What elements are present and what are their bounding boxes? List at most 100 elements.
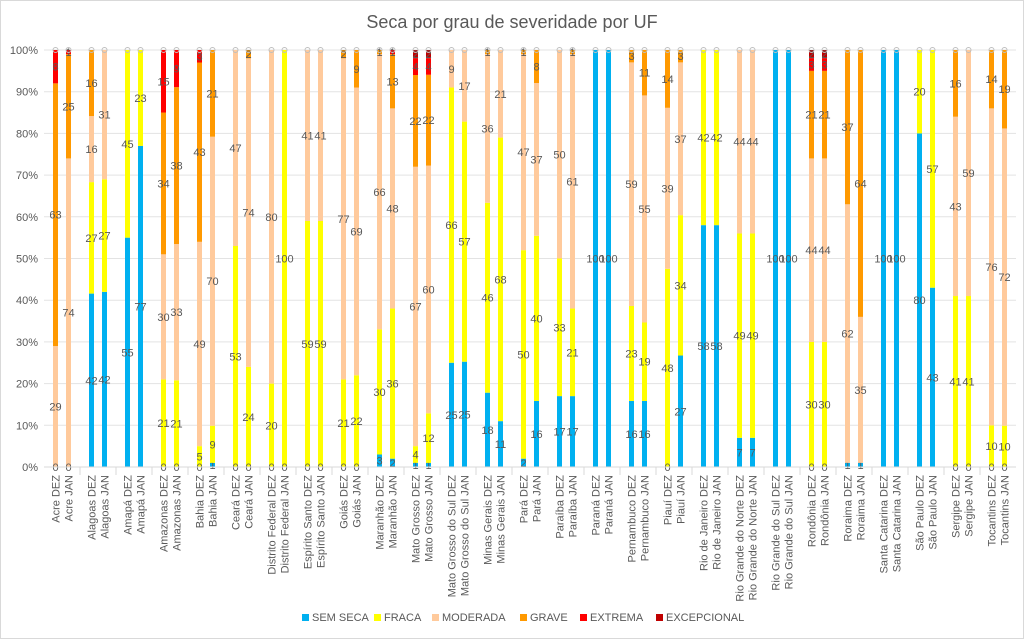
bar-segment xyxy=(786,50,791,467)
x-tick-label: Espírito Santo JAN xyxy=(316,475,328,568)
legend-swatch xyxy=(656,614,663,621)
legend-swatch xyxy=(432,614,439,621)
data-label: 49 xyxy=(733,331,745,343)
data-label: 0 xyxy=(245,462,251,474)
bar-segment xyxy=(629,305,634,401)
data-label: 44 xyxy=(818,245,830,257)
data-label: 21 xyxy=(170,419,182,431)
bar-segment xyxy=(642,322,647,401)
bar-segment xyxy=(845,204,850,463)
data-label: 66 xyxy=(373,187,385,199)
legend-label: GRAVE xyxy=(530,612,568,624)
x-tick-label: Pará DEZ xyxy=(519,475,531,524)
bar-segment xyxy=(953,116,958,297)
y-tick-label: 90% xyxy=(16,87,38,99)
bar-segment xyxy=(629,50,634,63)
x-tick-label: Paraná DEZ xyxy=(591,475,603,536)
y-tick-label: 60% xyxy=(16,212,38,224)
data-label: 3 xyxy=(808,60,814,72)
bar-segment xyxy=(845,50,850,205)
data-label: 59 xyxy=(301,339,313,351)
data-label: 66 xyxy=(445,220,457,232)
data-label: 44 xyxy=(733,137,745,149)
bar-segment xyxy=(822,58,827,71)
x-tick-label: Rio Grande do Norte DEZ xyxy=(735,475,747,602)
bar-segment xyxy=(174,87,179,245)
zero-marker xyxy=(317,47,324,53)
zero-marker xyxy=(929,47,936,53)
bar-segment xyxy=(161,379,166,467)
bar-segment xyxy=(246,366,251,467)
bar-segment xyxy=(305,50,310,221)
data-label: 2 xyxy=(425,49,431,61)
data-label: 0 xyxy=(965,462,971,474)
zero-marker xyxy=(736,47,743,53)
data-label: 58 xyxy=(697,341,709,353)
y-tick-label: 80% xyxy=(16,128,38,140)
zero-marker xyxy=(857,47,864,53)
data-label: 49 xyxy=(193,339,205,351)
x-tick-label: Sergipe JAN xyxy=(964,475,976,537)
data-label: 59 xyxy=(625,179,637,191)
bar-segment xyxy=(737,50,742,234)
bar-segment xyxy=(930,50,935,288)
x-tick-label: Mato Grosso JAN xyxy=(424,475,436,562)
data-label: 77 xyxy=(134,301,146,313)
legend-swatch xyxy=(374,614,381,621)
data-label: 42 xyxy=(697,133,709,145)
bar-segment xyxy=(750,50,755,234)
bar-segment xyxy=(606,50,611,467)
x-tick-label: Mato Grosso do Sul JAN xyxy=(460,475,472,596)
y-tick-label: 100% xyxy=(10,45,38,57)
data-label: 9 xyxy=(353,64,359,76)
data-label: 2 xyxy=(412,49,418,61)
zero-marker xyxy=(592,47,599,53)
bar-segment xyxy=(917,50,922,134)
data-label: 58 xyxy=(710,341,722,353)
zero-marker xyxy=(124,47,131,53)
bar-segment xyxy=(426,74,431,166)
data-label: 11 xyxy=(495,439,506,451)
bar-segment xyxy=(390,308,395,459)
x-tick-label: Acre JAN xyxy=(64,475,76,522)
data-label: 4 xyxy=(412,449,418,461)
bar-segment xyxy=(701,50,706,226)
x-tick-label: Acre DEZ xyxy=(51,475,63,523)
bar-segment xyxy=(498,137,503,422)
data-label: 47 xyxy=(229,143,241,155)
zero-marker xyxy=(893,47,900,53)
bar-segment xyxy=(462,50,467,122)
data-label: 62 xyxy=(841,329,853,341)
x-tick-label: Minas Gerais DEZ xyxy=(483,475,495,565)
data-label: 14 xyxy=(985,74,997,86)
data-label: 12 xyxy=(422,433,434,445)
bar-segment xyxy=(858,316,863,463)
data-label: 16 xyxy=(85,78,97,90)
bar-segment xyxy=(413,50,418,59)
data-label: 1 xyxy=(209,460,215,472)
zero-marker xyxy=(664,47,671,53)
bar-segment xyxy=(377,454,382,467)
bar-segment xyxy=(210,425,215,463)
data-label: 60 xyxy=(422,284,434,296)
bar-segment xyxy=(426,462,431,467)
bar-segment xyxy=(197,50,202,63)
bar-segment xyxy=(449,50,454,88)
x-tick-label: Goiás DEZ xyxy=(339,475,351,529)
bar-segment xyxy=(138,145,143,467)
data-label: 74 xyxy=(62,308,74,320)
data-label: 48 xyxy=(661,363,673,375)
data-label: 38 xyxy=(170,161,182,173)
zero-marker xyxy=(376,47,383,53)
legend-label: FRACA xyxy=(384,612,422,624)
data-label: 37 xyxy=(530,154,542,166)
x-tick-label: Sergipe DEZ xyxy=(951,475,963,538)
x-tick-label: Ceará JAN xyxy=(244,475,256,529)
zero-marker xyxy=(389,47,396,53)
x-tick-label: Mato Grosso do Sul DEZ xyxy=(447,475,459,598)
data-label: 37 xyxy=(841,122,853,134)
data-label: 30 xyxy=(373,387,385,399)
y-tick-label: 0% xyxy=(22,462,38,474)
zero-marker xyxy=(641,47,648,53)
